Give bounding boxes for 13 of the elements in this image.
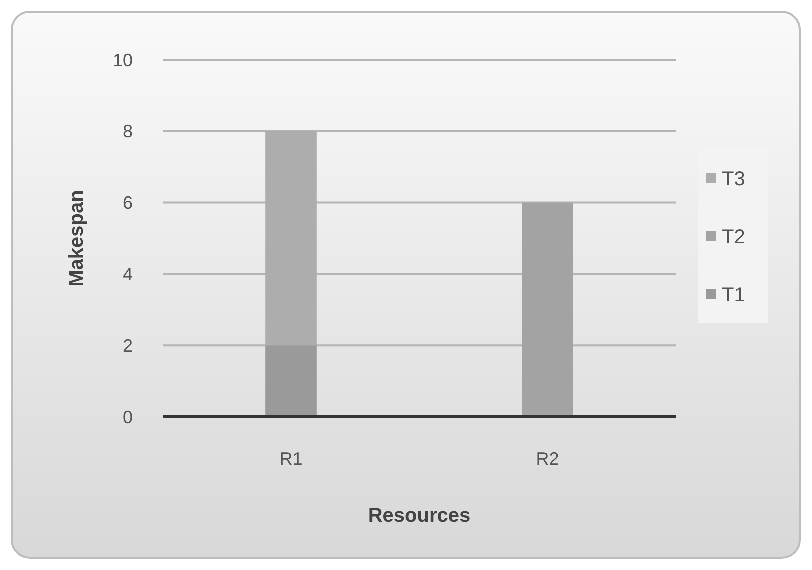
y-tick-label: 0 [122,407,133,428]
x-tick-label: R1 [280,449,303,469]
legend-label: T1 [722,284,746,306]
y-tick-label: 6 [122,193,133,214]
legend-label: T2 [722,226,746,248]
y-tick-label: 10 [112,50,133,70]
y-tick-label: 4 [122,264,133,284]
y-tick-label: 8 [122,122,133,142]
x-tick-label: R2 [536,449,560,469]
legend-label: T3 [722,168,746,190]
y-tick-label: 2 [122,336,133,356]
x-axis-title: Resources [368,505,471,527]
y-axis-title: Makespan [66,190,88,287]
